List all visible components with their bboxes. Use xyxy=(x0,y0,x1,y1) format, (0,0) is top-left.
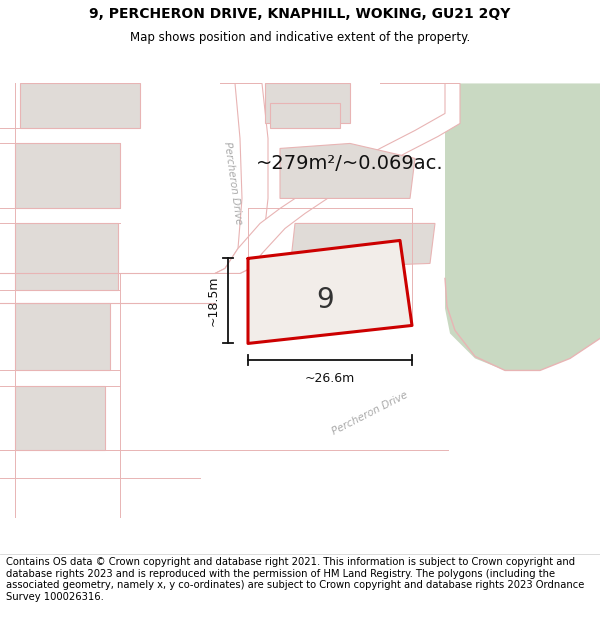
Polygon shape xyxy=(248,241,412,344)
Polygon shape xyxy=(445,83,600,371)
Text: Map shows position and indicative extent of the property.: Map shows position and indicative extent… xyxy=(130,31,470,44)
Text: ~279m²/~0.069ac.: ~279m²/~0.069ac. xyxy=(256,154,444,173)
Text: Percheron Drive: Percheron Drive xyxy=(331,390,410,437)
Polygon shape xyxy=(265,83,350,124)
Polygon shape xyxy=(15,223,118,291)
Text: ~26.6m: ~26.6m xyxy=(305,372,355,386)
Polygon shape xyxy=(280,143,415,199)
Polygon shape xyxy=(215,83,268,274)
Polygon shape xyxy=(215,83,460,274)
Polygon shape xyxy=(15,303,110,371)
Text: 9: 9 xyxy=(316,286,334,314)
Text: Percheron Drive: Percheron Drive xyxy=(222,141,244,226)
Text: ~18.5m: ~18.5m xyxy=(207,276,220,326)
Text: 9, PERCHERON DRIVE, KNAPHILL, WOKING, GU21 2QY: 9, PERCHERON DRIVE, KNAPHILL, WOKING, GU… xyxy=(89,8,511,21)
Polygon shape xyxy=(15,386,105,451)
Polygon shape xyxy=(15,143,120,209)
Polygon shape xyxy=(290,223,435,269)
Polygon shape xyxy=(20,83,140,129)
Polygon shape xyxy=(270,103,340,129)
Text: Contains OS data © Crown copyright and database right 2021. This information is : Contains OS data © Crown copyright and d… xyxy=(6,557,584,602)
